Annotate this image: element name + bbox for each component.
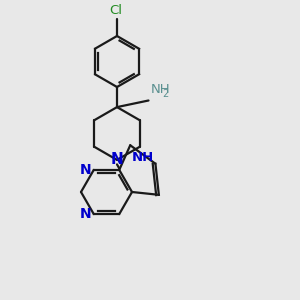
Text: NH: NH	[132, 151, 154, 164]
Text: N: N	[80, 163, 91, 177]
Text: 2: 2	[163, 89, 169, 99]
Text: N: N	[111, 152, 123, 167]
Text: NH: NH	[151, 83, 170, 96]
Text: N: N	[80, 207, 91, 221]
Text: Cl: Cl	[109, 4, 122, 17]
